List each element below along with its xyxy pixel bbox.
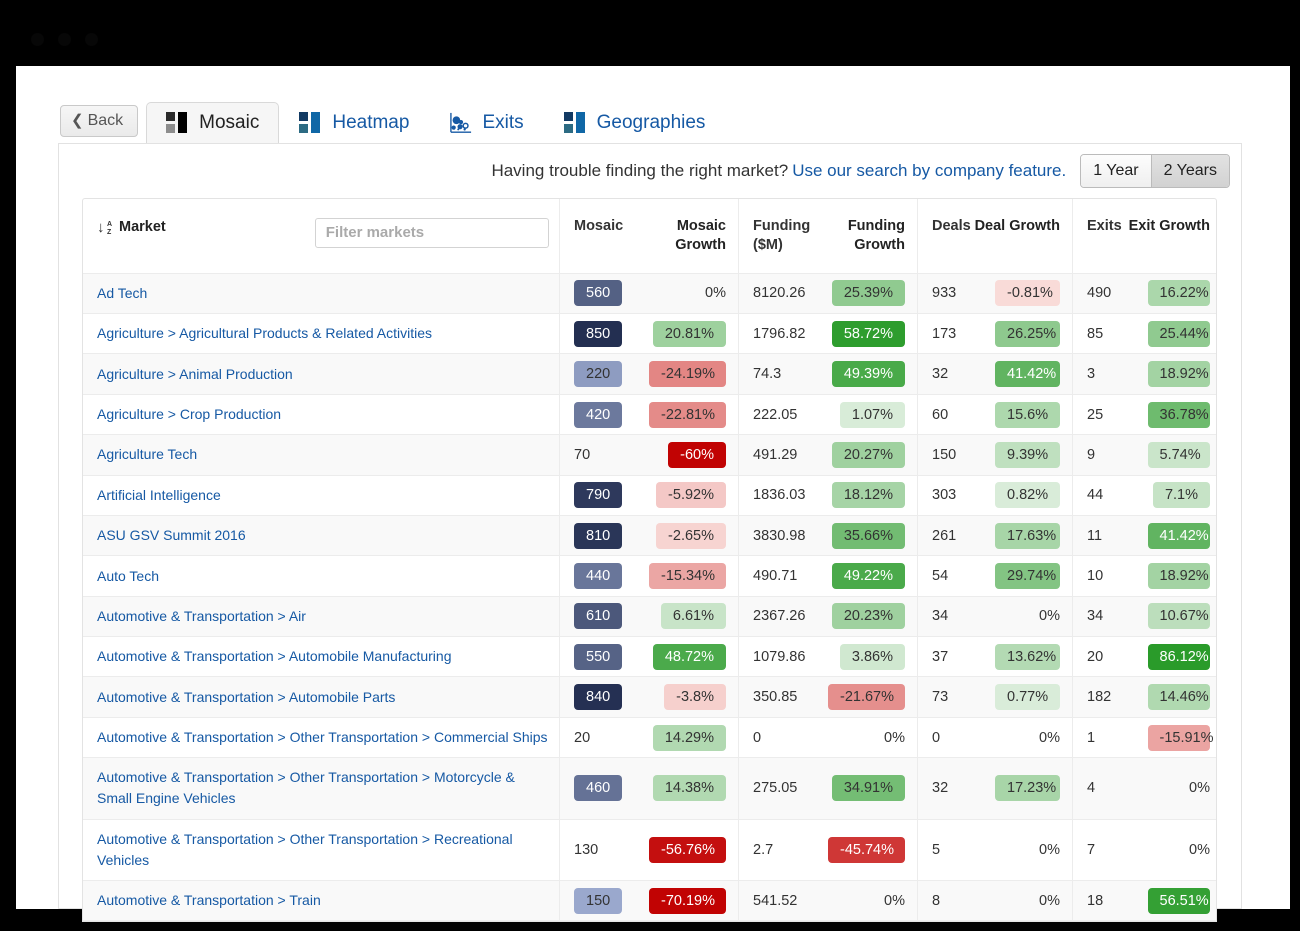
svg-text:A: A <box>107 221 112 228</box>
svg-text:↓: ↓ <box>97 219 105 236</box>
svg-text:Z: Z <box>107 229 112 236</box>
